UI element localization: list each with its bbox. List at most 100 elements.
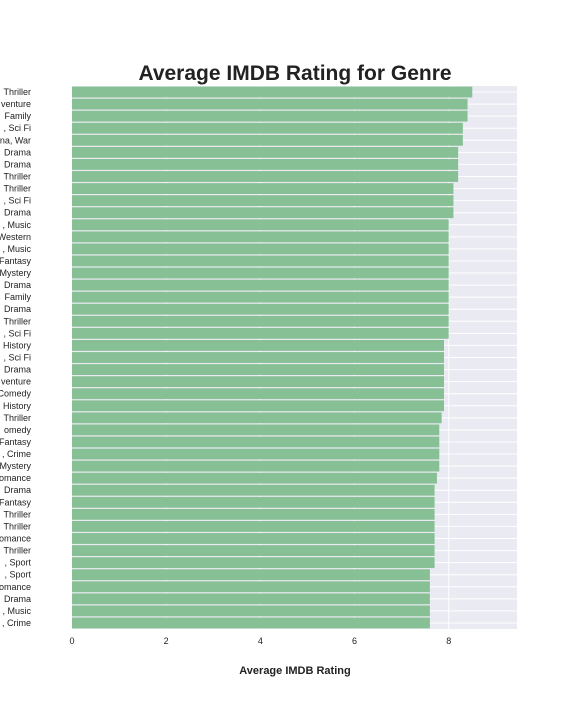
- y-tick-label: na, War: [0, 135, 31, 145]
- y-tick-labels: Thriller venture Family , Sci Fi na, War Dram…: [0, 87, 32, 628]
- bar: [72, 207, 454, 219]
- y-tick-label: Thriller: [3, 172, 31, 182]
- y-tick-label: Thriller: [3, 184, 31, 194]
- y-tick-label: Western: [0, 232, 31, 242]
- y-tick-label: Drama: [4, 147, 31, 157]
- bar: [72, 315, 449, 327]
- bar: [72, 98, 468, 110]
- y-tick-label: Drama: [4, 159, 31, 169]
- bar: [72, 183, 454, 194]
- x-axis-label: Average IMDB Rating: [239, 665, 350, 677]
- bar: [72, 388, 445, 400]
- x-tick-label: 2: [164, 636, 169, 646]
- x-tick-label: 6: [352, 636, 357, 646]
- bar: [72, 617, 430, 629]
- x-tick-label: 8: [446, 636, 451, 646]
- y-tick-label: , Sci Fi: [3, 353, 31, 363]
- bar: [72, 533, 435, 544]
- bar: [72, 545, 435, 556]
- y-tick-label: venture: [1, 377, 31, 387]
- y-tick-label: Drama: [4, 280, 31, 290]
- y-tick-label: Drama: [4, 365, 31, 375]
- bar: [72, 267, 449, 279]
- bar: [72, 496, 435, 508]
- bar: [72, 291, 449, 303]
- bar: [72, 400, 445, 412]
- y-tick-label: Thriller: [3, 413, 31, 423]
- y-tick-label: omance: [0, 534, 31, 544]
- bar: [72, 243, 449, 255]
- bar: [72, 508, 435, 520]
- bar: [72, 219, 449, 231]
- bar: [72, 605, 430, 617]
- y-tick-label: Fantasy: [0, 437, 31, 447]
- y-tick-label: Mystery: [0, 461, 32, 471]
- y-tick-label: omedy: [4, 425, 32, 435]
- bar: [72, 352, 445, 363]
- bar: [72, 569, 430, 581]
- bar: [72, 484, 435, 496]
- y-tick-label: , Sport: [4, 570, 31, 580]
- y-tick-label: , Crime: [2, 618, 31, 628]
- y-tick-label: , Sci Fi: [3, 328, 31, 338]
- bar: [72, 146, 459, 158]
- bar: [72, 110, 468, 122]
- bar: [72, 436, 440, 448]
- y-tick-label: , Sport: [4, 558, 31, 568]
- y-tick-label: Mystery: [0, 268, 32, 278]
- bar: [72, 340, 445, 351]
- y-tick-label: Fantasy: [0, 497, 31, 507]
- y-tick-label: Family: [5, 292, 32, 302]
- y-tick-label: , Music: [2, 220, 31, 230]
- y-tick-label: Drama: [4, 485, 31, 495]
- y-tick-label: omance: [0, 582, 31, 592]
- bar: [72, 424, 440, 436]
- y-tick-label: Comedy: [0, 389, 31, 399]
- y-tick-label: Thriller: [3, 546, 31, 556]
- bar: [72, 581, 430, 593]
- y-tick-label: Thriller: [3, 509, 31, 519]
- bar: [72, 460, 440, 472]
- y-tick-label: History: [3, 401, 32, 411]
- y-tick-label: omance: [0, 473, 31, 483]
- bar: [72, 134, 463, 146]
- y-tick-label: Thriller: [3, 521, 31, 531]
- y-tick-label: , Sci Fi: [3, 196, 31, 206]
- y-tick-label: History: [3, 340, 32, 350]
- y-tick-label: Drama: [4, 594, 31, 604]
- bar: [72, 521, 435, 532]
- bar: [72, 86, 473, 98]
- bar: [72, 364, 445, 375]
- x-tick-label: 4: [258, 636, 263, 646]
- bars: [72, 86, 473, 629]
- bar: [72, 327, 449, 339]
- y-tick-label: Drama: [4, 304, 31, 314]
- bar: [72, 122, 463, 134]
- bar: [72, 376, 445, 388]
- bar: [72, 472, 437, 484]
- bar: [72, 412, 442, 424]
- y-tick-label: , Sci Fi: [3, 123, 31, 133]
- chart-title: Average IMDB Rating for Genre: [138, 62, 451, 85]
- bar: [72, 557, 435, 569]
- y-tick-label: venture: [1, 99, 31, 109]
- x-tick-labels: 0 2 4 6 8: [69, 636, 451, 646]
- bar: [72, 255, 449, 267]
- y-tick-label: , Music: [2, 244, 31, 254]
- y-tick-label: Drama: [4, 208, 31, 218]
- bar: [72, 231, 449, 243]
- y-tick-label: Family: [5, 111, 32, 121]
- bar: [72, 303, 449, 315]
- y-tick-label: , Crime: [2, 449, 31, 459]
- y-tick-label: Thriller: [3, 87, 31, 97]
- y-tick-label: Thriller: [3, 316, 31, 326]
- bar: [72, 448, 440, 460]
- bar: [72, 171, 459, 182]
- y-tick-label: , Music: [2, 606, 31, 616]
- bar: [72, 593, 430, 605]
- y-tick-label: Fantasy: [0, 256, 31, 266]
- bar: [72, 195, 454, 207]
- x-tick-label: 0: [69, 636, 74, 646]
- bar: [72, 159, 459, 170]
